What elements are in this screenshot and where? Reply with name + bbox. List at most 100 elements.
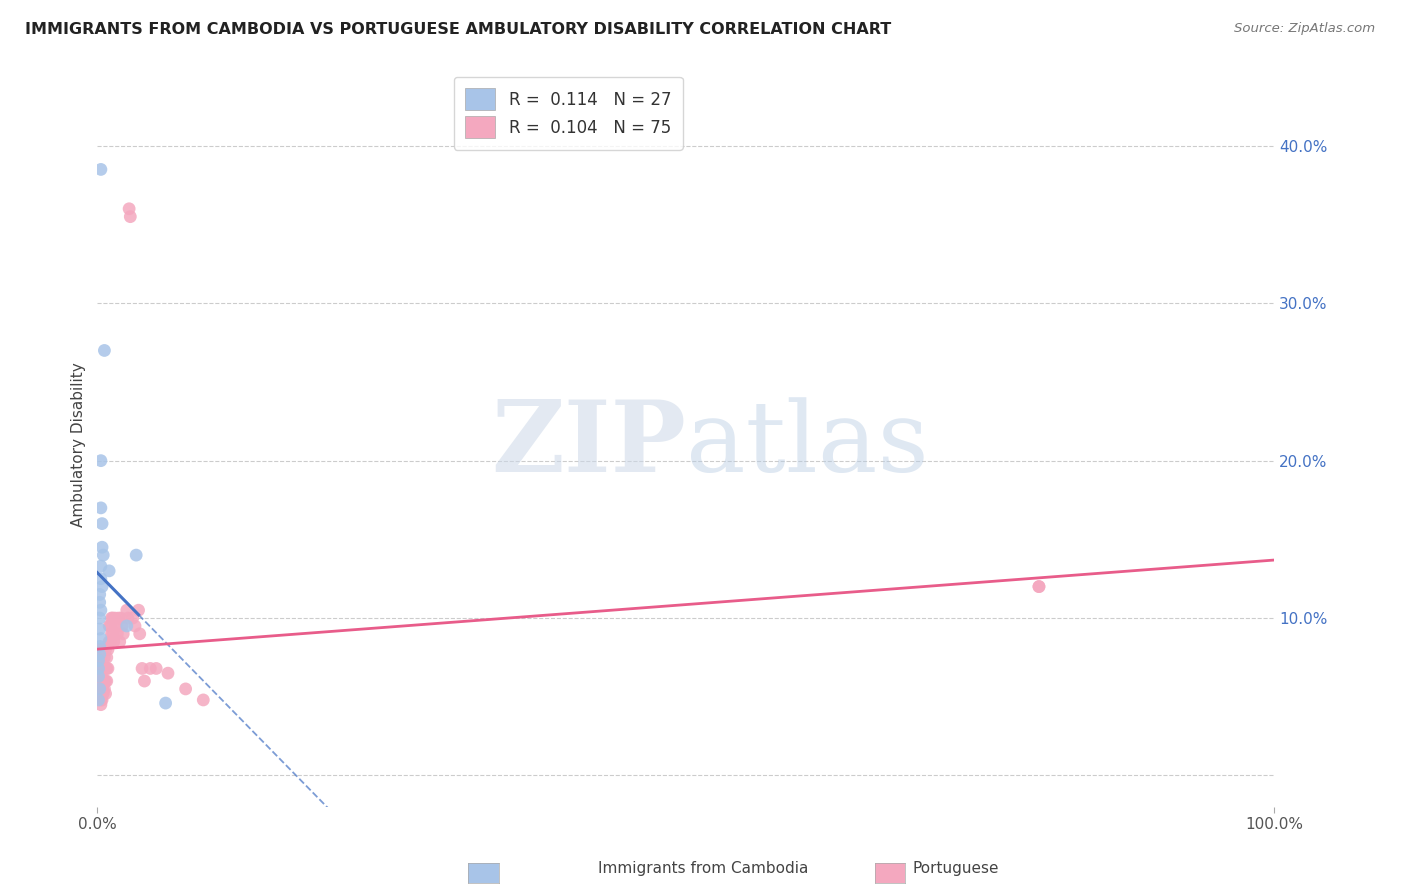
Point — [89, 642, 111, 657]
Point — [89, 681, 111, 696]
Point — [93, 674, 115, 689]
Point — [111, 619, 134, 633]
Point — [98, 619, 121, 633]
Point — [91, 642, 114, 657]
Point — [100, 611, 122, 625]
Point — [115, 603, 138, 617]
Point — [91, 661, 114, 675]
Point — [90, 677, 112, 691]
Point — [96, 661, 118, 675]
Point — [87, 693, 110, 707]
Point — [97, 642, 120, 657]
Point — [110, 611, 132, 625]
Point — [87, 642, 110, 657]
Point — [98, 634, 121, 648]
Point — [90, 666, 112, 681]
Point — [156, 666, 179, 681]
Point — [145, 661, 167, 675]
Point — [89, 587, 111, 601]
Text: Immigrants from Cambodia: Immigrants from Cambodia — [598, 861, 808, 876]
Text: ZIP: ZIP — [491, 396, 686, 493]
Point — [94, 687, 117, 701]
Point — [91, 681, 114, 696]
Y-axis label: Ambulatory Disability: Ambulatory Disability — [72, 362, 86, 527]
Point — [91, 677, 114, 691]
Point — [87, 661, 110, 675]
Point — [91, 580, 114, 594]
Point — [120, 210, 142, 224]
Point — [91, 516, 114, 531]
Point — [89, 622, 111, 636]
Point — [98, 634, 121, 648]
Point — [91, 687, 114, 701]
Point — [94, 642, 117, 657]
Point — [94, 661, 117, 675]
Point — [125, 548, 148, 562]
Point — [90, 603, 112, 617]
Point — [96, 650, 118, 665]
Legend: R =  0.114   N = 27, R =  0.104   N = 75: R = 0.114 N = 27, R = 0.104 N = 75 — [454, 77, 683, 150]
Point — [89, 681, 111, 696]
Point — [118, 202, 141, 216]
Point — [90, 632, 112, 646]
Point — [139, 661, 162, 675]
Point — [91, 681, 114, 696]
Point — [91, 693, 114, 707]
Point — [174, 681, 197, 696]
Point — [90, 162, 112, 177]
Point — [93, 661, 115, 675]
Point — [90, 650, 112, 665]
Point — [90, 572, 112, 586]
Point — [89, 648, 111, 662]
Point — [90, 687, 112, 701]
Point — [155, 696, 177, 710]
Point — [97, 661, 120, 675]
Point — [91, 642, 114, 657]
Text: Portuguese: Portuguese — [912, 861, 1000, 876]
Point — [90, 500, 112, 515]
Point — [91, 661, 114, 675]
Point — [117, 611, 139, 625]
Point — [115, 619, 138, 633]
Point — [93, 650, 115, 665]
Point — [98, 619, 121, 633]
Point — [93, 343, 115, 358]
Point — [91, 540, 114, 554]
Point — [98, 564, 121, 578]
Point — [1028, 580, 1050, 594]
Point — [87, 654, 110, 668]
Point — [105, 619, 128, 633]
Point — [87, 669, 110, 683]
Point — [90, 687, 112, 701]
Point — [121, 611, 143, 625]
Point — [90, 698, 112, 712]
Point — [101, 611, 124, 625]
Point — [89, 674, 111, 689]
Point — [94, 674, 117, 689]
Text: atlas: atlas — [686, 397, 928, 492]
Point — [193, 693, 215, 707]
Point — [90, 559, 112, 574]
Text: IMMIGRANTS FROM CAMBODIA VS PORTUGUESE AMBULATORY DISABILITY CORRELATION CHART: IMMIGRANTS FROM CAMBODIA VS PORTUGUESE A… — [25, 22, 891, 37]
Point — [112, 627, 135, 641]
Point — [93, 681, 115, 696]
Point — [87, 677, 110, 691]
Point — [90, 453, 112, 467]
Point — [90, 693, 112, 707]
Point — [89, 611, 111, 625]
Point — [89, 681, 111, 696]
Point — [91, 548, 114, 562]
Point — [103, 634, 125, 648]
Point — [89, 661, 111, 675]
Point — [96, 674, 118, 689]
Point — [89, 690, 111, 704]
Point — [100, 627, 122, 641]
Point — [89, 655, 111, 669]
Point — [1028, 580, 1050, 594]
Point — [128, 603, 150, 617]
Point — [124, 619, 146, 633]
Point — [105, 627, 128, 641]
Point — [131, 661, 153, 675]
Point — [89, 595, 111, 609]
Text: Source: ZipAtlas.com: Source: ZipAtlas.com — [1234, 22, 1375, 36]
